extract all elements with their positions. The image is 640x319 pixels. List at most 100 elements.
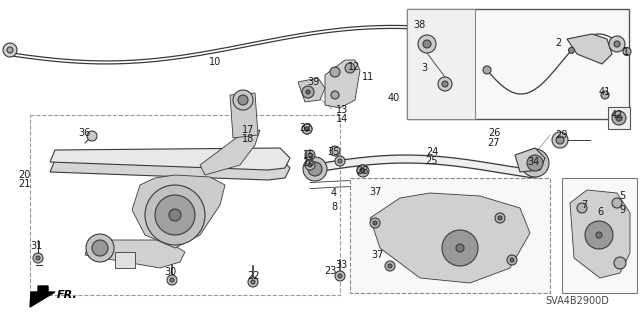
Circle shape xyxy=(438,77,452,91)
Circle shape xyxy=(577,213,621,257)
Text: 4: 4 xyxy=(331,188,337,198)
Circle shape xyxy=(302,86,314,98)
Circle shape xyxy=(302,124,312,134)
Text: 32: 32 xyxy=(300,123,312,133)
Circle shape xyxy=(306,90,310,94)
Circle shape xyxy=(527,155,543,171)
Circle shape xyxy=(331,91,339,99)
Circle shape xyxy=(614,41,620,47)
Text: 17: 17 xyxy=(242,125,254,135)
Text: 23: 23 xyxy=(324,266,336,276)
Circle shape xyxy=(36,256,40,260)
Polygon shape xyxy=(370,193,530,283)
Circle shape xyxy=(495,213,505,223)
Circle shape xyxy=(87,131,97,141)
Circle shape xyxy=(305,150,315,160)
Text: 2: 2 xyxy=(555,38,561,48)
Polygon shape xyxy=(325,60,360,108)
Circle shape xyxy=(612,111,626,125)
Circle shape xyxy=(238,95,248,105)
Text: 31: 31 xyxy=(30,241,42,251)
Text: 9: 9 xyxy=(619,205,625,215)
Circle shape xyxy=(303,157,327,181)
Text: 37: 37 xyxy=(370,187,382,197)
Circle shape xyxy=(305,127,309,131)
Circle shape xyxy=(335,271,345,281)
Circle shape xyxy=(360,168,364,172)
Text: 11: 11 xyxy=(362,72,374,82)
Circle shape xyxy=(483,66,491,74)
Circle shape xyxy=(510,258,514,262)
Text: 27: 27 xyxy=(488,138,500,148)
Text: 10: 10 xyxy=(209,57,221,67)
Text: 13: 13 xyxy=(336,105,348,115)
Circle shape xyxy=(418,35,436,53)
Text: 41: 41 xyxy=(599,87,611,97)
Circle shape xyxy=(145,185,205,245)
Text: 28: 28 xyxy=(356,166,368,176)
Circle shape xyxy=(233,90,253,110)
Circle shape xyxy=(302,124,312,134)
Text: 33: 33 xyxy=(335,260,347,270)
Text: 22: 22 xyxy=(247,271,259,281)
Circle shape xyxy=(423,40,431,48)
Circle shape xyxy=(330,67,340,77)
Bar xyxy=(562,178,637,293)
Polygon shape xyxy=(567,34,612,64)
Text: 30: 30 xyxy=(164,267,176,277)
Circle shape xyxy=(442,81,448,87)
Circle shape xyxy=(357,165,369,177)
Text: 18: 18 xyxy=(242,134,254,144)
Circle shape xyxy=(305,160,315,170)
Text: 29: 29 xyxy=(555,130,567,140)
Polygon shape xyxy=(85,240,185,268)
Circle shape xyxy=(521,149,549,177)
Circle shape xyxy=(442,230,478,266)
Circle shape xyxy=(308,163,312,167)
Bar xyxy=(350,178,550,293)
Text: SVA4B2900D: SVA4B2900D xyxy=(545,296,609,306)
Text: 7: 7 xyxy=(581,200,587,210)
Text: 37: 37 xyxy=(372,250,384,260)
Circle shape xyxy=(338,159,342,163)
Circle shape xyxy=(552,132,568,148)
Text: 40: 40 xyxy=(388,93,400,103)
Text: 6: 6 xyxy=(597,207,603,217)
Text: 21: 21 xyxy=(18,179,30,189)
Polygon shape xyxy=(115,252,135,268)
Circle shape xyxy=(456,244,464,252)
Circle shape xyxy=(169,209,181,221)
Polygon shape xyxy=(50,148,290,170)
Circle shape xyxy=(601,91,609,99)
Text: 3: 3 xyxy=(421,63,427,73)
Text: 1: 1 xyxy=(623,47,629,57)
Text: 16: 16 xyxy=(303,158,315,168)
Circle shape xyxy=(556,136,564,144)
Polygon shape xyxy=(50,158,290,180)
Circle shape xyxy=(357,165,367,175)
Circle shape xyxy=(568,47,575,53)
Circle shape xyxy=(623,48,631,56)
Circle shape xyxy=(373,221,377,225)
Text: 20: 20 xyxy=(18,170,30,180)
Circle shape xyxy=(251,280,255,284)
Circle shape xyxy=(361,169,365,173)
Circle shape xyxy=(388,264,392,268)
Text: 24: 24 xyxy=(426,147,438,157)
Circle shape xyxy=(92,240,108,256)
Text: 36: 36 xyxy=(78,128,90,138)
Circle shape xyxy=(330,146,340,156)
Circle shape xyxy=(308,162,322,176)
Bar xyxy=(407,9,629,119)
Circle shape xyxy=(167,275,177,285)
Text: 25: 25 xyxy=(426,156,438,166)
Polygon shape xyxy=(298,78,325,102)
Circle shape xyxy=(370,218,380,228)
Bar xyxy=(608,107,630,129)
Circle shape xyxy=(612,198,622,208)
Text: 39: 39 xyxy=(307,77,319,87)
Circle shape xyxy=(170,278,174,282)
Text: 14: 14 xyxy=(336,114,348,124)
Text: 8: 8 xyxy=(331,202,337,212)
Text: 38: 38 xyxy=(413,20,425,30)
